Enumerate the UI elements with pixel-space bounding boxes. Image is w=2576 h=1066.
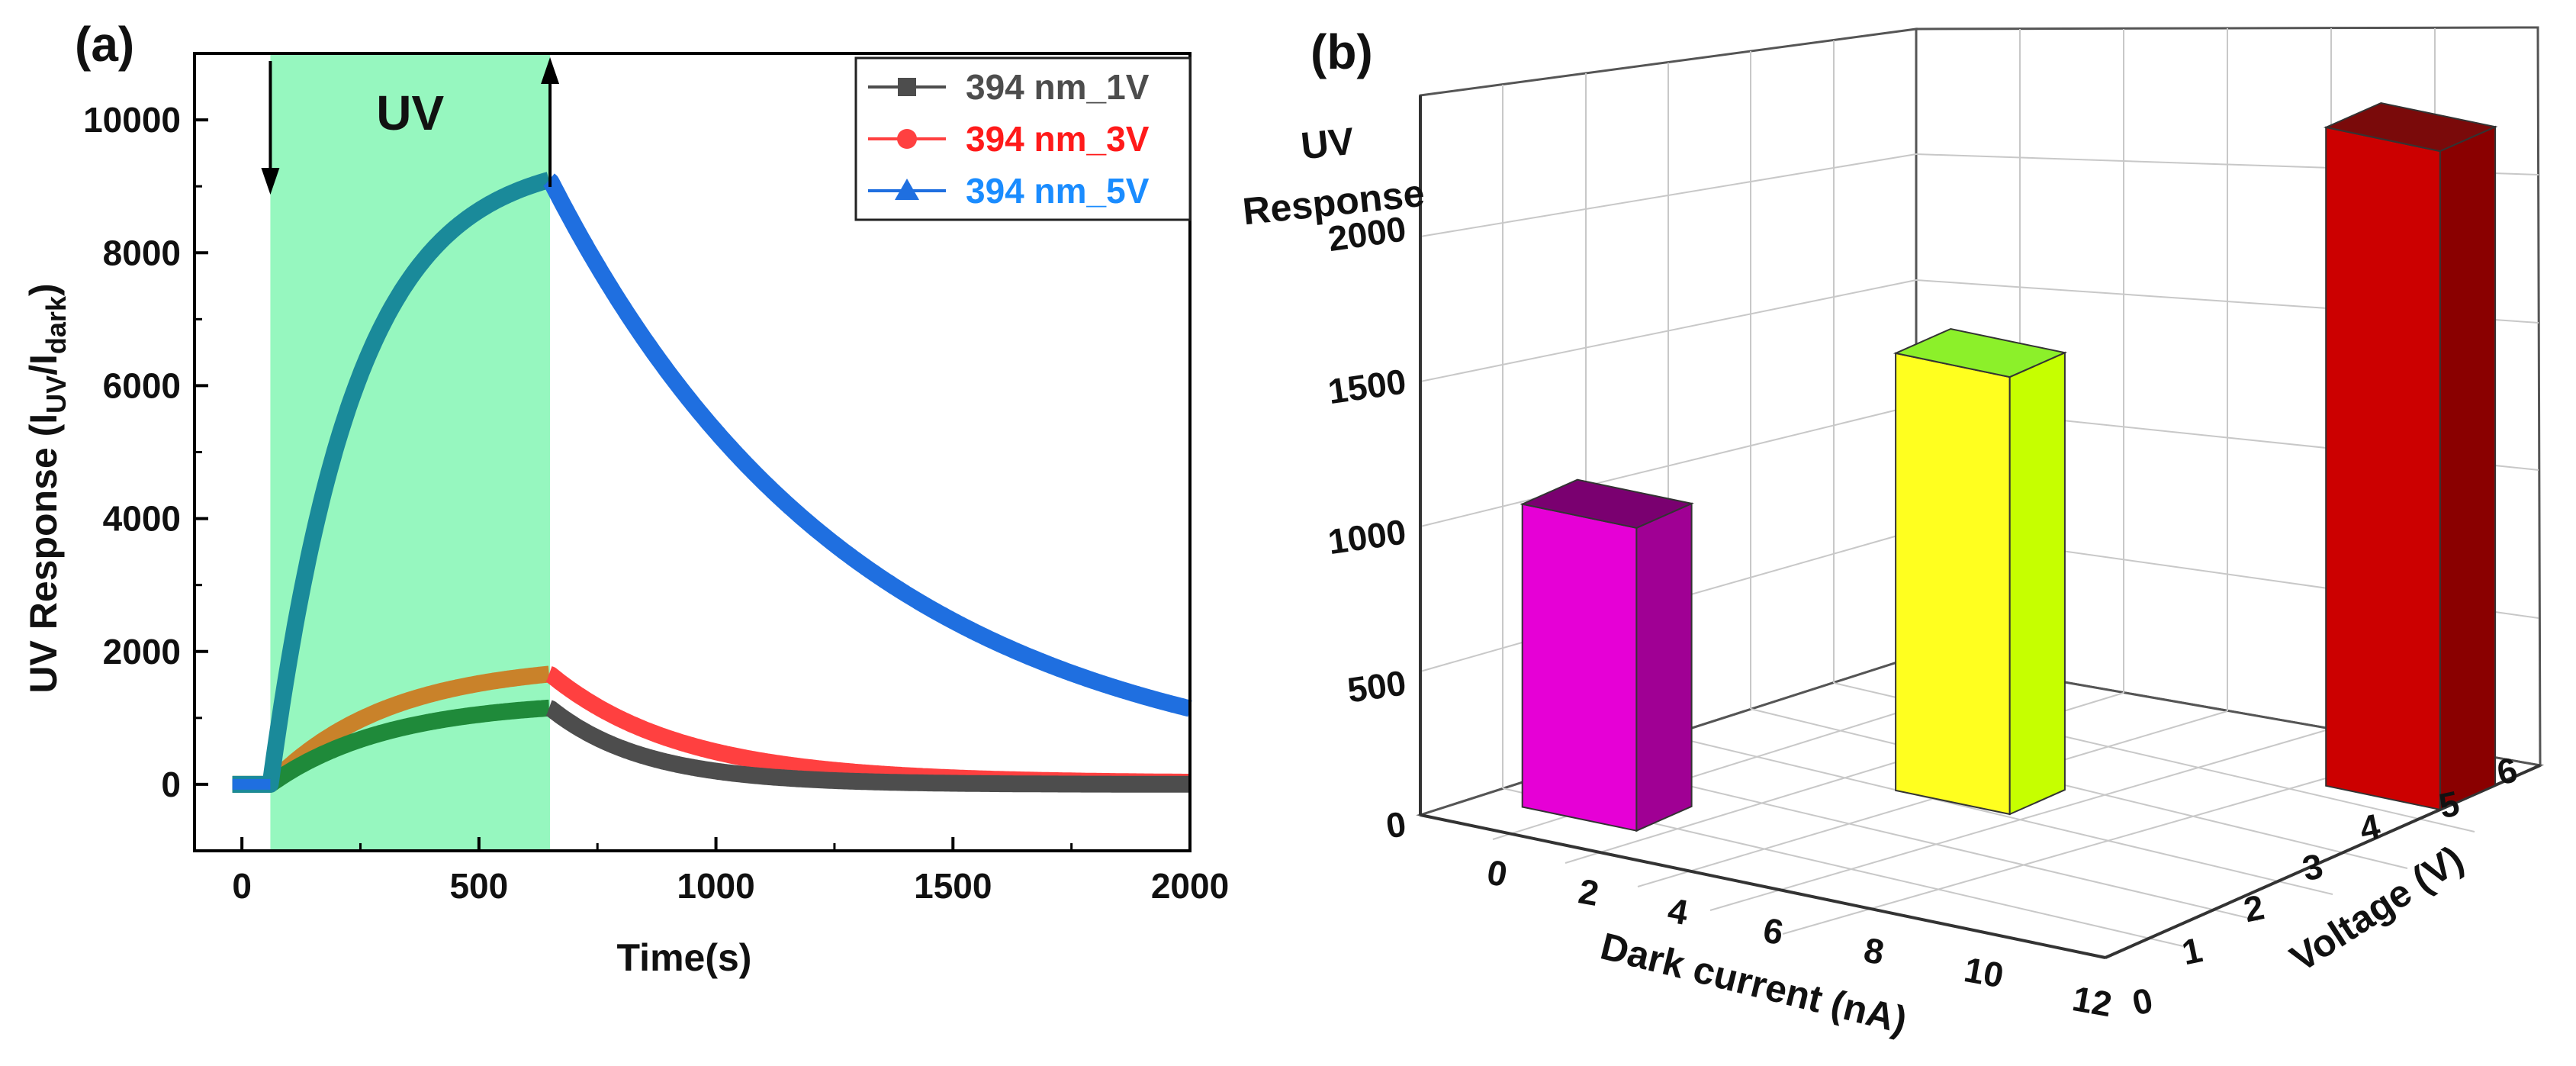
panel-a-ticks: 0 500 1000 1500 2000 0 2000 4000 6000 8000 10000: [83, 52, 1229, 906]
bar-1-top: [1520, 478, 1694, 529]
panel-a-label: (a): [75, 17, 134, 72]
series-line-1v-decay: [542, 700, 1197, 793]
y-tick-label: 2000: [103, 632, 181, 671]
series-line-3v-decay: [542, 666, 1197, 791]
legend-label-3v: 394 nm_3V: [966, 119, 1150, 159]
z-tick-500: 500: [1345, 662, 1408, 710]
x-tick-label: 1500: [914, 866, 992, 906]
bar-1-front: [1521, 503, 1638, 832]
series-line-1v-rise: [226, 699, 556, 793]
y-tick-label: 4000: [103, 499, 181, 539]
legend-label-5v: 394 nm_5V: [966, 171, 1150, 211]
x-tick-label: 2000: [1151, 866, 1229, 906]
y-tick-label: 0: [161, 765, 181, 804]
circle-marker-icon: [897, 129, 917, 149]
panel-b-bars: [1520, 101, 2498, 833]
panel-a-x-axis-title: Time(s): [617, 936, 752, 979]
uv-on-arrow-head: [261, 168, 280, 195]
panel-b: (b): [1240, 24, 2545, 1042]
y-tick-1: 1: [2179, 929, 2206, 972]
uv-off-arrow-head: [541, 57, 560, 84]
panel-a: (a) 0 500 1000 1500 2000 0 2000 4000 6000 8000 100…: [22, 17, 1229, 979]
bar-1-side: [1635, 502, 1693, 833]
z-tick-0: 0: [1384, 804, 1409, 845]
legend-item-3v: 394 nm_3V: [868, 119, 1150, 159]
x-tick-2: 2: [1576, 871, 1602, 913]
z-tick-1500: 1500: [1326, 361, 1409, 411]
x-tick-6: 6: [1761, 910, 1786, 952]
panel-b-label: (b): [1311, 24, 1373, 79]
legend-item-5v: 394 nm_5V: [868, 171, 1150, 211]
legend-item-1v: 394 nm_1V: [868, 67, 1150, 107]
z-tick-1000: 1000: [1326, 511, 1409, 562]
y-tick-label: 8000: [103, 233, 181, 272]
panel-a-series: [226, 172, 1197, 793]
x-tick-label: 1000: [677, 866, 754, 906]
bar-2: [1893, 327, 2068, 816]
bar-3-side: [2439, 125, 2497, 811]
panel-b-z-ticks: 0 500 1000 1500 2000: [1326, 208, 1409, 845]
panel-a-legend: 394 nm_1V 394 nm_3V 394 nm_5V: [854, 56, 1192, 221]
bar-2-front: [1895, 352, 2011, 816]
bar-3-front: [2325, 126, 2441, 811]
y-tick-label: 10000: [83, 100, 181, 140]
legend-label-1v: 394 nm_1V: [966, 67, 1150, 107]
panel-b-x-axis-title: Dark current (nA): [1597, 925, 1912, 1042]
series-line-5v-rise: [226, 172, 556, 793]
bar-2-side: [2008, 351, 2066, 816]
y-tick-0: 0: [2129, 980, 2156, 1023]
panel-a-y-axis-title: UV Response (IUV/Idark): [22, 283, 72, 693]
x-tick-8: 8: [1861, 929, 1887, 972]
square-marker-icon: [898, 78, 916, 96]
x-tick-0: 0: [1484, 852, 1510, 894]
x-tick-label: 0: [232, 866, 252, 906]
x-tick-10: 10: [1961, 949, 2006, 995]
panel-b-x-ticks: 0 2 4 6 8 10 12: [1484, 852, 2115, 1024]
x-tick-12: 12: [2069, 978, 2115, 1024]
series-line-5v-decay: [542, 172, 1197, 717]
uv-annotation: UV: [376, 85, 444, 140]
x-tick-4: 4: [1665, 890, 1692, 932]
x-axis-line: [1420, 813, 2106, 959]
left-wall-grid: [1420, 40, 1917, 788]
y-tick-label: 6000: [103, 366, 181, 405]
triangle-marker-icon: [895, 179, 919, 200]
panel-b-z-axis-title-line1: UV: [1299, 120, 1357, 168]
y-tick-2: 2: [2240, 887, 2268, 929]
bar-3: [2323, 101, 2498, 811]
bar-1: [1520, 478, 1694, 833]
uv-arrows: [261, 57, 560, 195]
x-tick-label: 500: [449, 866, 508, 906]
bar-2-top: [1893, 327, 2068, 378]
bar-3-top: [2323, 101, 2498, 153]
